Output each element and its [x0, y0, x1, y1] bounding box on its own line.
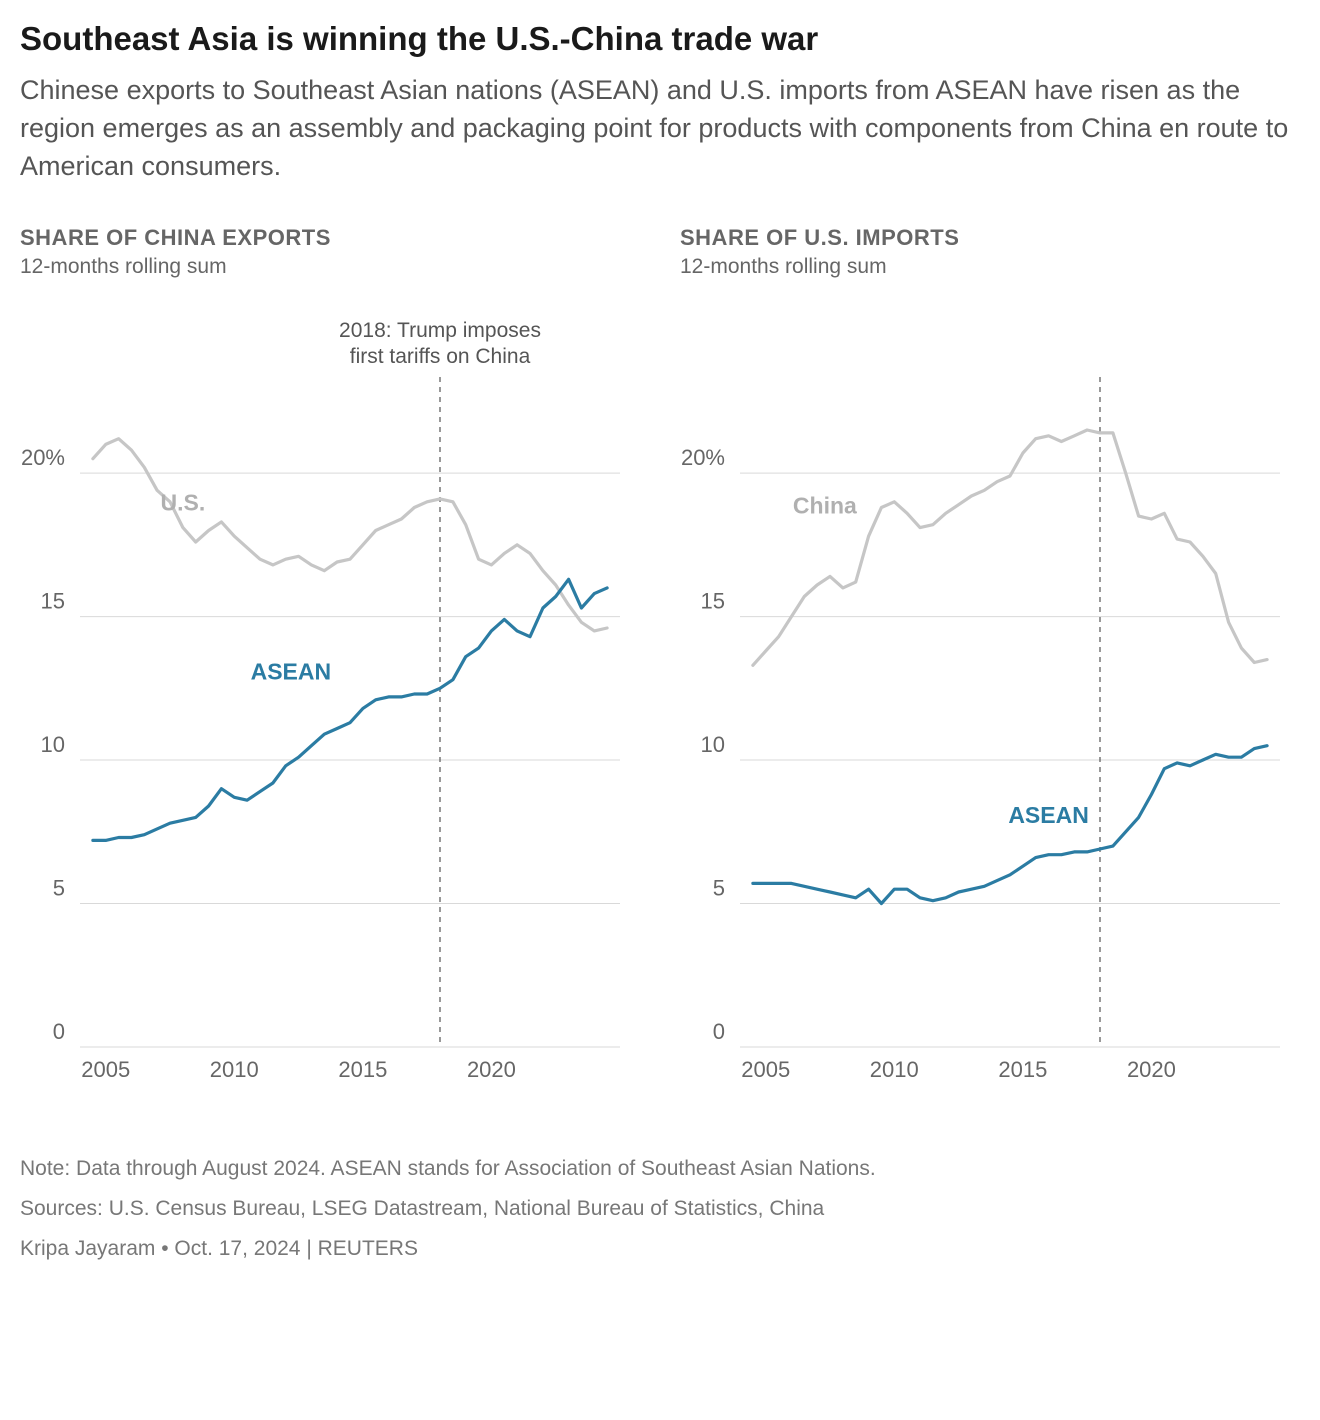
svg-text:2015: 2015 — [338, 1057, 387, 1082]
panel-subtitle-left: 12-months rolling sum — [20, 255, 640, 279]
svg-text:5: 5 — [713, 876, 725, 901]
svg-text:2020: 2020 — [467, 1057, 516, 1082]
chart-panel-china-exports: SHARE OF CHINA EXPORTS 12-months rolling… — [20, 225, 640, 1122]
svg-text:10: 10 — [41, 732, 65, 757]
svg-text:2015: 2015 — [998, 1057, 1047, 1082]
svg-text:5: 5 — [53, 876, 65, 901]
charts-row: SHARE OF CHINA EXPORTS 12-months rolling… — [20, 225, 1300, 1122]
panel-title-left: SHARE OF CHINA EXPORTS — [20, 225, 640, 251]
svg-text:first tariffs on China: first tariffs on China — [350, 345, 531, 368]
svg-text:China: China — [793, 493, 857, 519]
svg-text:ASEAN: ASEAN — [1008, 803, 1089, 829]
svg-text:ASEAN: ASEAN — [251, 659, 332, 685]
svg-text:2005: 2005 — [81, 1057, 130, 1082]
svg-text:U.S.: U.S. — [160, 490, 205, 516]
svg-text:2010: 2010 — [870, 1057, 919, 1082]
svg-text:20%: 20% — [681, 445, 725, 470]
footnote-byline: Kripa Jayaram • Oct. 17, 2024 | REUTERS — [20, 1232, 1300, 1266]
chart-panel-us-imports: SHARE OF U.S. IMPORTS 12-months rolling … — [680, 225, 1300, 1122]
footnote-note: Note: Data through August 2024. ASEAN st… — [20, 1152, 1300, 1186]
chart-svg-right: 0 5 10 15 20% 2005 2010 2015 2020 China ASEAN — [680, 297, 1300, 1122]
svg-text:2010: 2010 — [210, 1057, 259, 1082]
svg-text:15: 15 — [41, 589, 65, 614]
headline: Southeast Asia is winning the U.S.-China… — [20, 20, 1300, 58]
footnote-sources: Sources: U.S. Census Bureau, LSEG Datast… — [20, 1192, 1300, 1226]
svg-text:2005: 2005 — [741, 1057, 790, 1082]
svg-text:2018: Trump imposes: 2018: Trump imposes — [339, 319, 541, 342]
chart-svg-left: 0 5 10 15 20% 2005 2010 2015 2020 2018: Trump imp… — [20, 297, 640, 1122]
svg-text:0: 0 — [713, 1019, 725, 1044]
subhead: Chinese exports to Southeast Asian natio… — [20, 72, 1300, 185]
svg-text:2020: 2020 — [1127, 1057, 1176, 1082]
panel-title-right: SHARE OF U.S. IMPORTS — [680, 225, 1300, 251]
svg-text:15: 15 — [701, 589, 725, 614]
svg-text:20%: 20% — [21, 445, 65, 470]
svg-text:0: 0 — [53, 1019, 65, 1044]
svg-text:10: 10 — [701, 732, 725, 757]
panel-subtitle-right: 12-months rolling sum — [680, 255, 1300, 279]
footnotes: Note: Data through August 2024. ASEAN st… — [20, 1152, 1300, 1265]
